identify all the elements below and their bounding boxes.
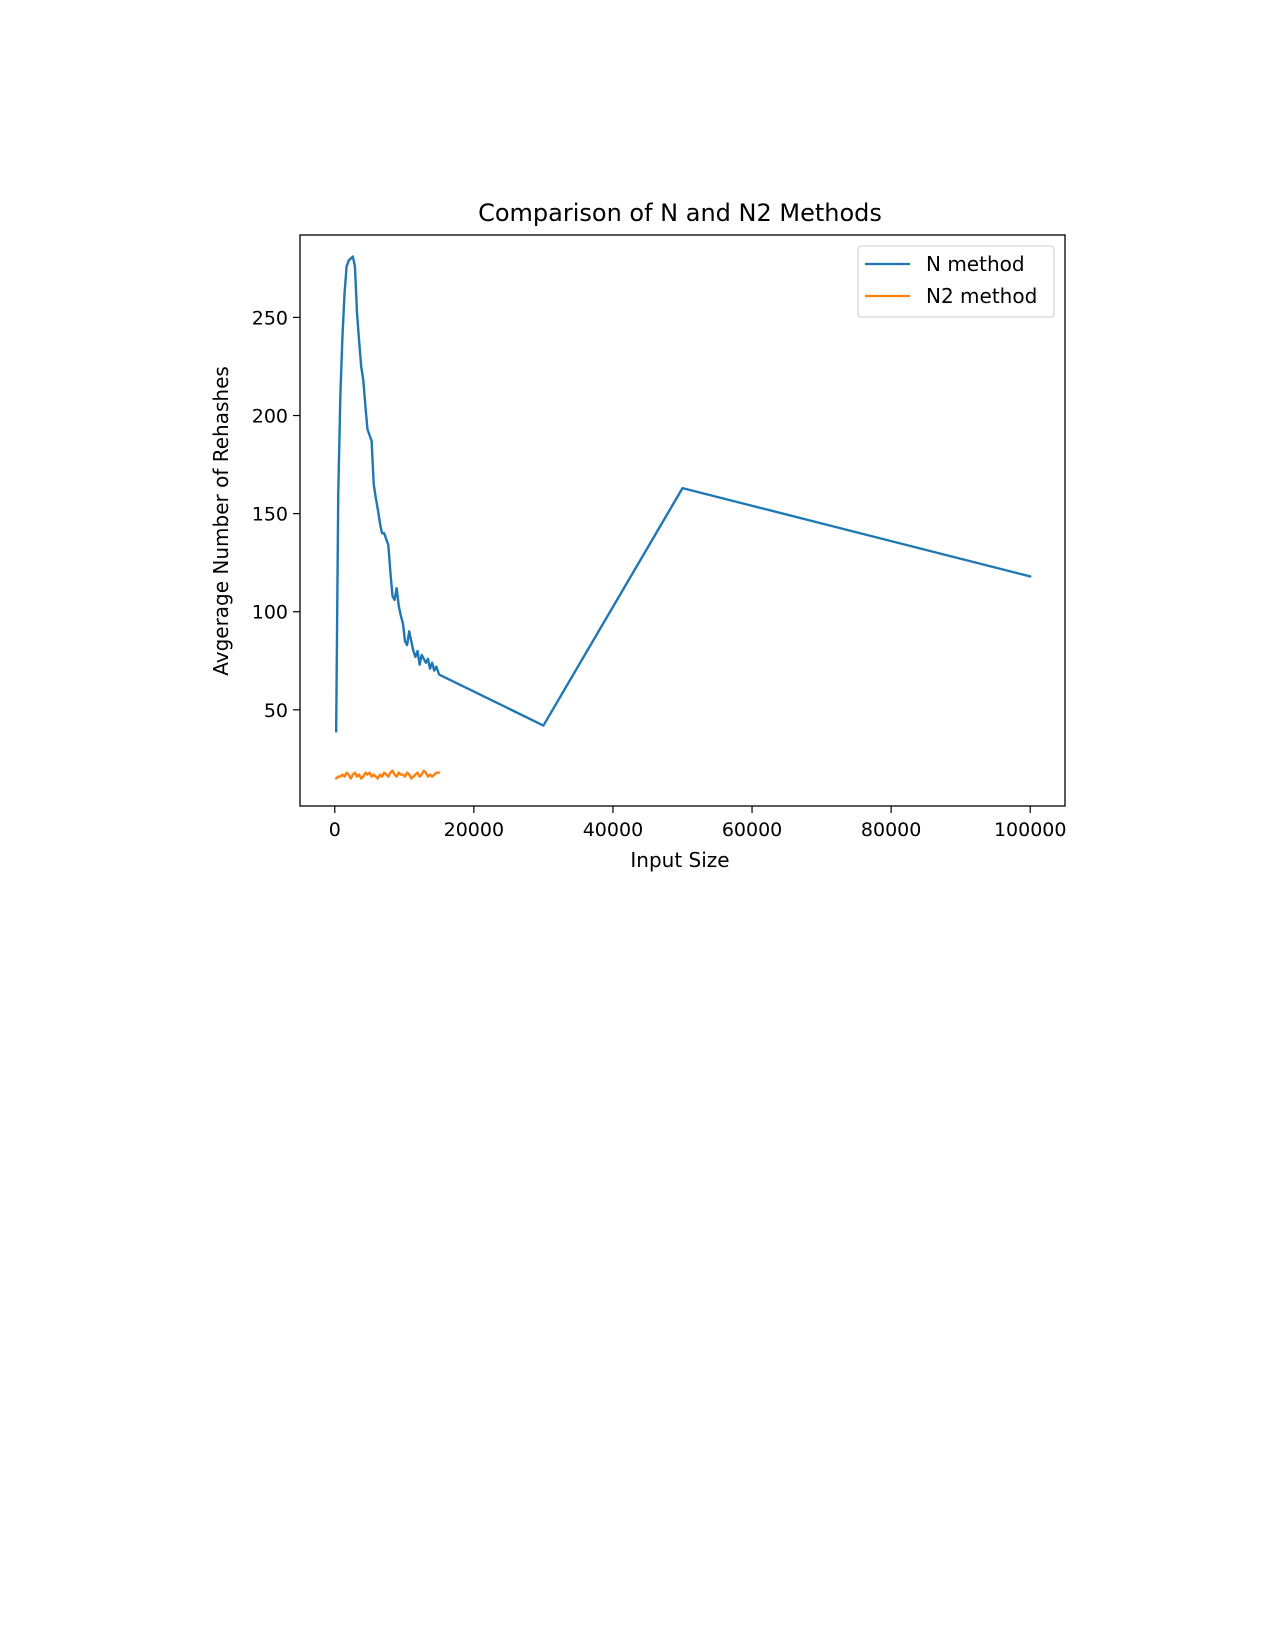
legend-label-n-method: N method bbox=[926, 252, 1025, 276]
plot-frame bbox=[299, 234, 1066, 807]
y-tick-label: 200 bbox=[252, 406, 288, 428]
x-axis-ticks: 0 20000 40000 60000 80000 100000 bbox=[329, 806, 1067, 841]
x-tick-label: 60000 bbox=[722, 819, 782, 841]
legend-label-n2-method: N2 method bbox=[926, 284, 1037, 308]
y-tick-label: 150 bbox=[252, 504, 288, 526]
x-tick-label: 0 bbox=[329, 819, 341, 841]
chart-title: Comparison of N and N2 Methods bbox=[478, 199, 882, 227]
series-line-n-method bbox=[334, 255, 1032, 733]
x-tick-label: 100000 bbox=[994, 819, 1067, 841]
x-axis-label: Input Size bbox=[630, 848, 729, 872]
x-tick-label: 80000 bbox=[861, 819, 921, 841]
y-axis-label: Avgerage Number of Rehashes bbox=[209, 366, 233, 676]
series-line-n2-method bbox=[334, 769, 441, 780]
y-tick-label: 100 bbox=[252, 602, 288, 624]
series-layer bbox=[334, 255, 1032, 780]
x-tick-label: 40000 bbox=[583, 819, 643, 841]
y-tick-label: 250 bbox=[252, 307, 288, 329]
x-tick-label: 20000 bbox=[444, 819, 504, 841]
y-axis-ticks: 50 100 150 200 250 bbox=[252, 307, 300, 722]
y-tick-label: 50 bbox=[264, 700, 288, 722]
legend: N method N2 method bbox=[857, 245, 1055, 318]
